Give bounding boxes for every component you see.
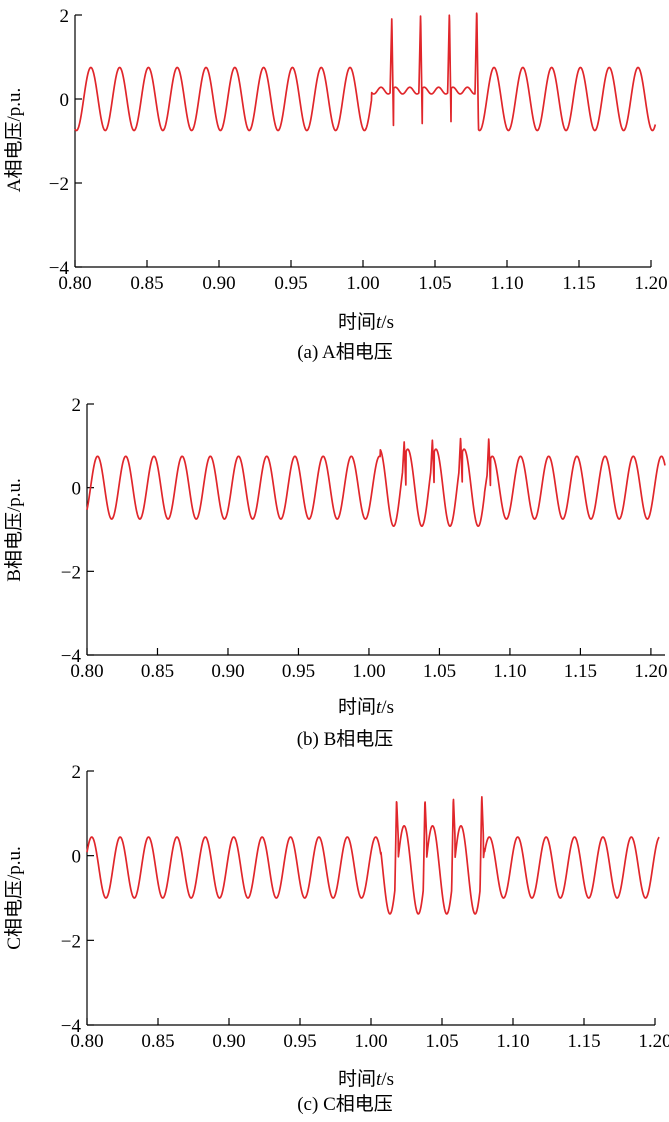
x-tick-label-c: 1.20: [638, 1031, 669, 1052]
y-tick-label-c: −2: [61, 931, 81, 952]
y-tick-label-c: −4: [61, 1016, 82, 1037]
x-tick-label-c: 0.90: [212, 1031, 245, 1052]
plot-area-b: 2 0 −2 −40.80 0.85 0.90 0.95 1.00 1.05 1.10 1.15 1.…: [61, 395, 668, 682]
y-tick-label-a: −4: [49, 258, 70, 279]
x-tick-label-a: 1.00: [346, 273, 379, 294]
xlabel-a-suffix: /s: [381, 312, 394, 333]
xlabel-b-var: t: [376, 697, 382, 718]
x-tick-label-c: 0.80: [70, 1031, 103, 1052]
xlabel-c-suffix: /s: [381, 1069, 394, 1090]
x-tick-label-a: 1.15: [562, 273, 595, 294]
plot-area-a: 2 0 −2 −40.80 0.85 0.90 0.95 1.00 1.05 1.10 1.15 1.…: [49, 6, 668, 294]
xlabel-a-prefix: 时间: [338, 311, 376, 333]
x-tick-label-a: 1.20: [634, 273, 667, 294]
y-tick-label-c: 2: [72, 762, 82, 783]
caption-a: (a) A相电压: [297, 341, 393, 363]
chart-panel-a: 2 0 −2 −40.80 0.85 0.90 0.95 1.00 1.05 1.10 1.15 1.…: [3, 6, 668, 363]
xlabel-c-var: t: [376, 1069, 382, 1090]
y-tick-label-b: 2: [72, 395, 82, 416]
y-tick-label-b: −4: [61, 646, 82, 667]
series-line-b: [86, 437, 666, 528]
y-tick-label-b: −2: [61, 562, 81, 583]
plot-area-c: 2 0 −2 −40.80 0.85 0.90 0.95 1.00 1.05 1.10 1.15 1.…: [61, 762, 669, 1052]
x-tick-label-b: 1.10: [493, 661, 526, 682]
ylabel-a: A相电压/p.u.: [3, 88, 25, 193]
xlabel-b-prefix: 时间: [338, 696, 376, 718]
xlabel-c: 时间t/s: [338, 1068, 394, 1090]
x-tick-label-b: 0.80: [70, 661, 103, 682]
caption-b: (b) B相电压: [297, 728, 394, 750]
x-tick-label-c: 1.10: [496, 1031, 529, 1052]
xlabel-b: 时间t/s: [338, 696, 394, 718]
x-tick-label-a: 1.05: [418, 273, 451, 294]
x-tick-label-a: 0.80: [58, 273, 91, 294]
x-tick-label-c: 1.05: [425, 1031, 458, 1052]
y-tick-label-c: 0: [72, 847, 82, 868]
x-tick-label-a: 0.95: [274, 273, 307, 294]
ylabel-c: C相电压/p.u.: [3, 846, 25, 949]
y-tick-label-a: 2: [60, 6, 70, 27]
x-tick-label-b: 1.05: [423, 661, 456, 682]
x-tick-label-a: 0.90: [202, 273, 235, 294]
x-tick-label-b: 1.15: [564, 661, 597, 682]
chart-panel-c: 2 0 −2 −40.80 0.85 0.90 0.95 1.00 1.05 1.10 1.15 1.…: [3, 762, 669, 1115]
xlabel-a: 时间t/s: [338, 311, 394, 333]
x-tick-label-c: 0.95: [283, 1031, 316, 1052]
x-tick-label-b: 1.00: [352, 661, 385, 682]
x-tick-label-c: 0.85: [141, 1031, 174, 1052]
x-tick-label-b: 0.90: [211, 661, 244, 682]
chart-panel-b: 2 0 −2 −40.80 0.85 0.90 0.95 1.00 1.05 1.10 1.15 1.…: [3, 395, 668, 750]
x-tick-label-c: 1.15: [567, 1031, 600, 1052]
series-line-c: [86, 796, 660, 915]
y-tick-label-a: −2: [49, 174, 69, 195]
series-line-a: [74, 12, 657, 132]
x-tick-label-b: 1.20: [634, 661, 667, 682]
y-tick-label-b: 0: [72, 479, 82, 500]
x-tick-label-a: 0.85: [130, 273, 163, 294]
ylabel-b: B相电压/p.u.: [3, 478, 25, 581]
xlabel-a-var: t: [376, 312, 382, 333]
xlabel-b-suffix: /s: [381, 697, 394, 718]
y-tick-label-a: 0: [60, 90, 70, 111]
xlabel-c-prefix: 时间: [338, 1068, 376, 1090]
x-tick-label-c: 1.00: [354, 1031, 387, 1052]
x-tick-label-b: 0.95: [282, 661, 315, 682]
caption-c: (c) C相电压: [297, 1093, 393, 1115]
x-tick-label-a: 1.10: [490, 273, 523, 294]
x-tick-label-b: 0.85: [141, 661, 174, 682]
